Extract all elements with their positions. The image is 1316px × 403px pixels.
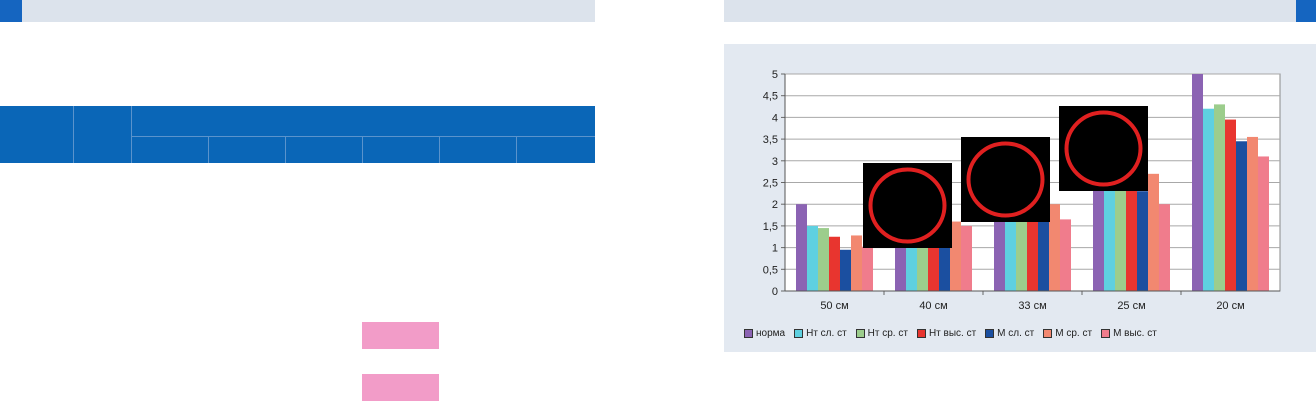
bar	[862, 246, 873, 291]
table-divider	[131, 106, 132, 163]
y-tick-label: 2,5	[763, 178, 778, 190]
bar	[1214, 104, 1225, 291]
bar	[1060, 219, 1071, 291]
legend-item: М ср. ст	[1043, 328, 1092, 339]
left-header-marker	[0, 0, 22, 22]
bar	[851, 235, 862, 291]
legend-item: норма	[744, 328, 785, 339]
legend-item: Нт сл. ст	[794, 328, 847, 339]
x-tick-label: 20 см	[1216, 300, 1244, 312]
legend-swatch	[1043, 328, 1053, 338]
bar	[1115, 182, 1126, 291]
legend-label: М сл. ст	[997, 327, 1035, 339]
legend-swatch	[855, 328, 865, 338]
x-tick-label: 40 см	[919, 300, 947, 312]
legend-swatch	[744, 328, 753, 338]
bar	[1016, 199, 1027, 291]
bar	[1203, 108, 1214, 291]
legend-label: Нт ср. ст	[867, 327, 908, 339]
legend-swatch	[916, 328, 926, 338]
x-tick-label: 50 см	[820, 300, 848, 312]
bar	[1192, 74, 1203, 291]
redaction-circle	[966, 141, 1045, 218]
bar	[1148, 173, 1159, 291]
chart-panel: 0 0,5 1 1,5 2 2,5 3 3,5 4 4,5 5 50 см 40 см 33 см 25 с…	[724, 44, 1316, 352]
legend-item: М сл. ст	[985, 328, 1034, 339]
legend-swatch	[794, 328, 804, 338]
legend-swatch	[1101, 328, 1111, 338]
bar	[1258, 156, 1269, 291]
y-tick-label: 1	[772, 243, 778, 255]
bar	[818, 228, 829, 291]
bar	[1093, 139, 1104, 291]
redaction-circle	[868, 167, 947, 244]
highlighted-cell	[362, 322, 439, 349]
legend-label: Нт выс. ст	[928, 327, 977, 339]
legend-label: М выс. ст	[1113, 327, 1157, 339]
bar	[1236, 141, 1247, 291]
y-tick-label: 2	[772, 199, 778, 211]
bar	[917, 221, 928, 291]
redaction-box	[961, 137, 1050, 222]
bar	[1038, 221, 1049, 291]
x-tick-label: 25 см	[1117, 300, 1145, 312]
bar	[807, 225, 818, 291]
y-tick-label: 5	[772, 69, 778, 81]
table-subcolumn-divider	[285, 137, 286, 163]
bar	[1027, 204, 1038, 291]
bar	[1137, 191, 1148, 291]
bar	[1104, 173, 1115, 291]
bar	[1225, 119, 1236, 291]
chart-legend: норма Нт сл. ст Нт ср. ст Нт выс. ст М сл. с…	[744, 324, 1157, 342]
bar	[840, 249, 851, 291]
left-header-bar	[0, 0, 595, 22]
bar	[829, 236, 840, 291]
redaction-circle	[1064, 110, 1143, 187]
legend-item: Нт ср. ст	[855, 327, 908, 339]
table-subcolumn-divider	[439, 137, 440, 163]
right-header-bar	[724, 0, 1316, 22]
bar	[906, 221, 917, 291]
table-divider	[73, 106, 74, 163]
redaction-box	[863, 163, 952, 248]
table-header	[0, 106, 595, 163]
legend-item: Нт выс. ст	[916, 327, 977, 339]
table-subcolumn-divider	[362, 137, 363, 163]
bar	[939, 234, 950, 291]
highlighted-cell	[362, 374, 439, 401]
bar	[1049, 204, 1060, 291]
bar	[961, 225, 972, 291]
y-tick-label: 1,5	[763, 221, 778, 233]
y-tick-label: 0,5	[763, 264, 778, 276]
legend-swatch	[985, 328, 995, 338]
y-tick-label: 4,5	[763, 91, 778, 103]
y-tick-label: 4	[772, 112, 778, 124]
legend-label: Нт сл. ст	[806, 327, 847, 339]
bar	[950, 221, 961, 291]
x-tick-label: 33 см	[1018, 300, 1046, 312]
legend-label: норма	[756, 327, 786, 339]
table-subcolumn-divider	[516, 137, 517, 163]
bar	[1159, 204, 1170, 291]
redaction-box	[1059, 106, 1148, 191]
y-tick-label: 0	[772, 286, 778, 298]
legend-item: М выс. ст	[1101, 328, 1157, 339]
bar	[928, 225, 939, 291]
y-tick-label: 3	[772, 156, 778, 168]
bar	[1126, 169, 1137, 291]
bar	[796, 204, 807, 291]
bar-chart: 0 0,5 1 1,5 2 2,5 3 3,5 4 4,5 5 50 см 40 см 33 см 25 с…	[763, 69, 1281, 312]
y-tick-label: 3,5	[763, 134, 778, 146]
bar	[1247, 136, 1258, 291]
legend-label: М ср. ст	[1055, 327, 1093, 339]
right-header-marker	[1296, 0, 1316, 22]
table-subheader-divider	[132, 136, 595, 137]
table-subcolumn-divider	[208, 137, 209, 163]
bar	[1005, 199, 1016, 291]
